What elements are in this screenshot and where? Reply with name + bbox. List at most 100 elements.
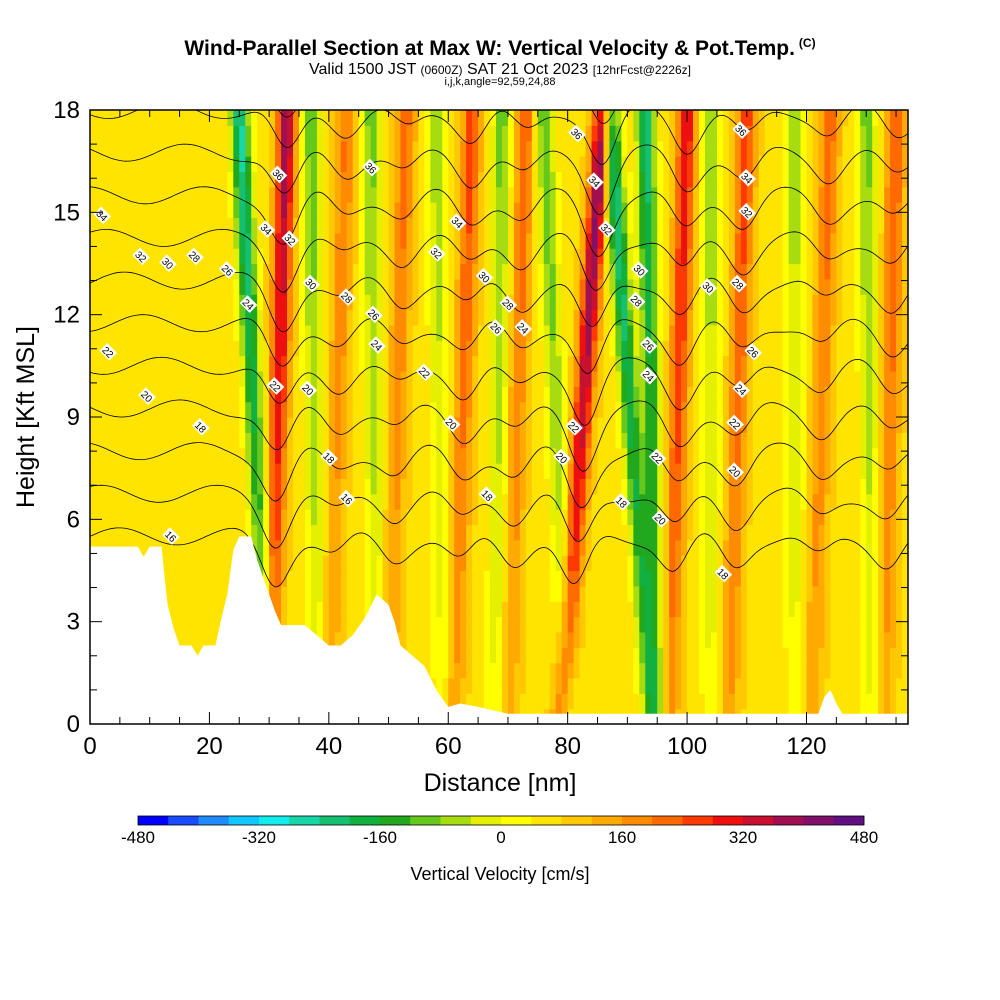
w-cell <box>681 202 688 219</box>
w-cell <box>310 570 318 587</box>
w-cell <box>543 662 551 679</box>
w-cell <box>137 171 145 188</box>
w-cell <box>758 555 766 572</box>
w-cell <box>681 278 688 295</box>
w-cell <box>418 539 425 556</box>
forecast-text: [12hrFcst@2226z] <box>592 63 691 77</box>
w-cell <box>836 585 843 602</box>
w-cell <box>824 248 831 265</box>
w-cell <box>275 478 282 495</box>
w-cell <box>878 171 885 188</box>
w-cell <box>561 585 569 602</box>
w-cell <box>185 171 193 188</box>
w-cell <box>716 677 724 694</box>
w-cell <box>836 232 843 249</box>
w-cell <box>233 401 240 418</box>
w-cell <box>245 463 252 479</box>
w-cell <box>412 386 419 403</box>
w-cell <box>251 202 258 219</box>
w-cell <box>382 570 390 587</box>
w-cell <box>866 555 873 572</box>
w-cell <box>448 263 455 280</box>
w-cell <box>597 539 605 556</box>
w-cell <box>746 601 754 618</box>
w-cell <box>609 263 617 280</box>
w-cell <box>699 309 706 326</box>
w-cell <box>800 232 808 249</box>
w-cell <box>400 509 408 526</box>
w-cell <box>478 631 485 648</box>
w-cell <box>257 463 264 479</box>
w-cell <box>131 156 139 172</box>
w-cell <box>119 309 127 326</box>
w-cell <box>591 631 599 648</box>
w-cell <box>293 447 300 464</box>
w-cell <box>173 324 181 341</box>
w-cell <box>125 447 133 464</box>
w-cell <box>161 417 169 433</box>
w-cell <box>131 355 139 372</box>
w-cell <box>752 417 760 433</box>
w-cell <box>281 432 288 449</box>
w-cell <box>872 524 879 541</box>
w-cell <box>555 417 563 433</box>
w-cell <box>722 493 730 510</box>
w-cell <box>484 585 491 602</box>
w-cell <box>800 539 808 556</box>
w-cell <box>543 324 551 341</box>
w-cell <box>812 278 820 295</box>
w-cell <box>358 432 366 449</box>
w-cell <box>388 417 396 433</box>
w-cell <box>507 355 515 372</box>
w-cell <box>245 524 252 541</box>
w-cell <box>507 263 515 280</box>
w-cell <box>496 232 503 249</box>
valid-time-text: Valid 1500 JST <box>309 61 417 78</box>
w-cell <box>794 370 802 387</box>
w-cell <box>818 232 826 249</box>
w-cell <box>328 463 336 479</box>
w-cell <box>221 340 228 357</box>
w-cell <box>567 677 575 694</box>
w-cell <box>782 585 790 602</box>
w-cell <box>806 570 814 587</box>
w-cell <box>812 370 820 387</box>
w-cell <box>728 432 736 449</box>
w-cell <box>358 248 366 265</box>
w-cell <box>555 524 563 541</box>
w-cell <box>466 524 473 541</box>
w-cell <box>752 186 760 203</box>
w-cell <box>585 401 593 418</box>
w-cell <box>490 370 497 387</box>
w-cell <box>603 171 611 188</box>
w-cell <box>788 524 796 541</box>
w-cell <box>334 616 342 633</box>
w-cell <box>555 463 563 479</box>
w-cell <box>615 585 622 602</box>
w-cell <box>227 524 234 541</box>
w-cell <box>412 217 419 234</box>
w-cell <box>287 463 294 479</box>
w-cell <box>448 340 455 357</box>
w-cell <box>167 370 175 387</box>
w-cell <box>597 693 605 710</box>
w-cell <box>221 309 228 326</box>
w-cell <box>406 386 414 403</box>
w-cell <box>155 324 163 341</box>
w-cell <box>334 478 342 495</box>
w-cell <box>830 232 837 249</box>
w-cell <box>836 616 843 633</box>
w-cell <box>316 324 324 341</box>
w-cell <box>740 217 748 234</box>
w-cell <box>788 186 796 203</box>
w-cell <box>322 340 330 357</box>
w-cell <box>400 524 408 541</box>
w-cell <box>322 324 330 341</box>
w-cell <box>173 248 181 265</box>
w-cell <box>782 202 790 219</box>
w-cell <box>239 447 246 464</box>
w-cell <box>830 631 837 648</box>
w-cell <box>215 447 222 464</box>
w-cell <box>382 278 390 295</box>
w-cell <box>418 585 425 602</box>
